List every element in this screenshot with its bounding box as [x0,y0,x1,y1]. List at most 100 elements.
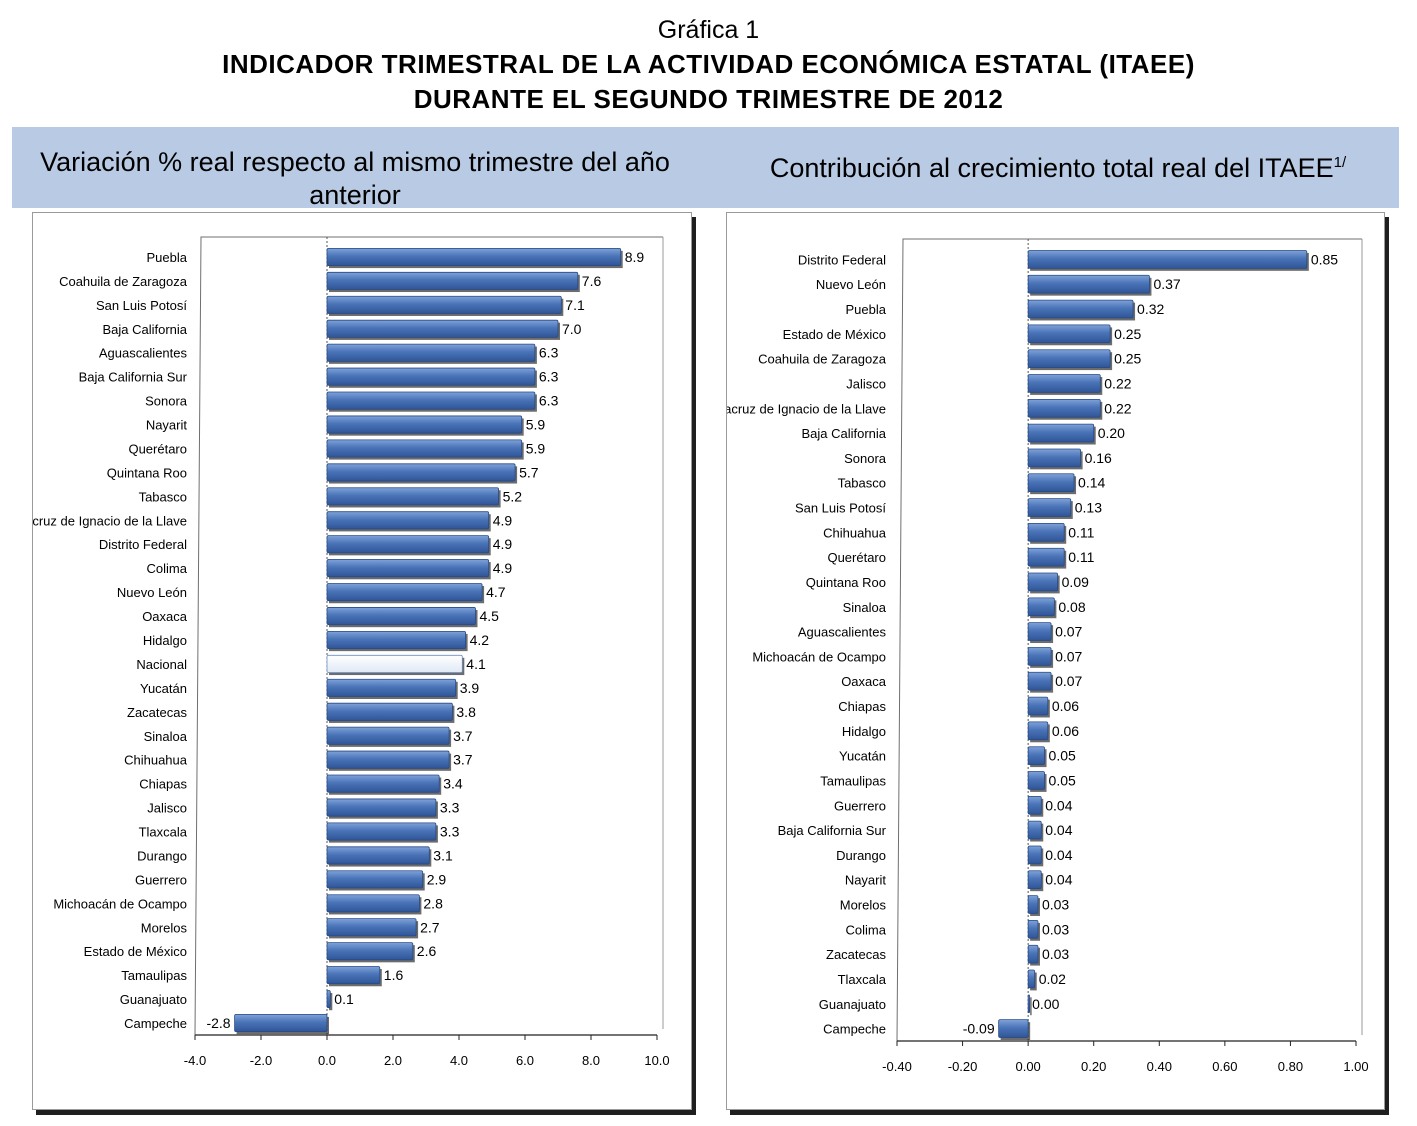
x-tick-label: -0.20 [948,1059,978,1074]
category-label: Hidalgo [143,633,187,648]
x-tick-label: 4.0 [450,1053,468,1068]
left-chart-panel: -4.0 -2.0 0.0 2.0 4.0 6.0 8.0 10.0 Puebla 8.9 Coah… [32,212,692,1110]
bar [1027,746,1045,765]
value-label: 0.03 [1042,946,1069,962]
bar [1027,870,1042,890]
category-label: Durango [836,848,886,863]
bar [326,942,414,961]
x-tick-label: 1.00 [1343,1059,1368,1074]
x-tick-label: 0.80 [1278,1059,1303,1074]
value-label: 0.00 [1032,996,1059,1012]
value-label: 3.3 [440,800,460,816]
x-tick-label: 8.0 [582,1053,600,1068]
x-tick-label: -2.0 [250,1053,272,1068]
category-label: Chihuahua [823,525,887,540]
value-label: 2.7 [420,919,440,935]
right-chart-header: Contribución al crecimiento total real d… [728,146,1388,185]
category-label: Nuevo León [816,277,886,292]
value-label: 0.25 [1114,351,1141,367]
value-label: 0.25 [1114,326,1141,342]
value-label: 3.4 [443,776,463,792]
bar [1027,721,1049,741]
category-label: Yucatán [140,681,187,696]
value-label: 0.1 [334,991,354,1007]
bar [326,990,331,1009]
category-label: Tamaulipas [820,773,886,788]
value-label: 0.11 [1068,549,1094,565]
bar [326,487,500,506]
bar [326,966,381,985]
value-label: 0.03 [1042,921,1069,937]
bar [326,870,424,889]
value-label: 0.85 [1311,251,1338,267]
bar-shadow [1030,997,1032,1016]
category-label: Chiapas [139,777,187,792]
category-label: Guerrero [834,798,886,813]
category-label: Durango [137,848,187,863]
category-label: Zacatecas [826,947,886,962]
value-label: 0.20 [1098,425,1125,441]
bar [326,319,559,338]
bar [326,702,453,721]
bar [1027,994,1031,1014]
value-label: 6.3 [539,393,559,409]
bar [326,607,476,626]
right-chart-header-text: Contribución al crecimiento total real d… [769,153,1334,183]
bar [326,918,417,937]
value-label: 4.2 [470,632,490,648]
x-tick-label: -4.0 [184,1053,206,1068]
bar [998,1019,1029,1038]
bar [1027,547,1065,567]
category-label: Distrito Federal [99,537,187,552]
bar [1027,920,1039,939]
bar [1027,349,1111,368]
value-label: 3.9 [460,680,480,696]
bar [1027,771,1045,790]
bar [326,894,420,913]
value-label: 3.1 [433,847,453,863]
bar [1027,696,1049,716]
value-label: 0.03 [1042,897,1069,913]
category-label: Guanajuato [819,997,886,1012]
bar [1027,597,1055,617]
bar [1027,895,1039,914]
value-label: 0.16 [1085,450,1112,466]
x-tick-label: -0.40 [882,1059,912,1074]
value-label: 0.09 [1062,574,1089,590]
plot-wall [194,236,663,1036]
figure-title-line1: INDICADOR TRIMESTRAL DE LA ACTIVIDAD ECO… [222,49,1195,79]
value-label: -2.8 [206,1015,230,1031]
bar [1027,523,1065,542]
category-label: Estado de México [84,944,187,959]
value-label: 7.1 [565,297,585,313]
bar [1027,398,1101,418]
value-label: 2.6 [417,943,437,959]
bar [326,439,523,458]
value-label: 0.14 [1078,475,1105,491]
category-label: Quintana Roo [806,575,886,590]
value-label: 4.7 [486,584,506,600]
category-label: Coahuila de Zaragoza [758,352,887,367]
figure-label: Gráfica 1 [657,16,760,44]
category-label: Sinaloa [843,600,887,615]
bar [326,367,536,386]
bar [1027,423,1095,443]
category-label: Nayarit [146,418,188,433]
category-label: Campeche [823,1022,886,1037]
bar [326,678,457,697]
right-chart-header-note: 1/ [1333,154,1347,171]
value-label: 5.7 [519,464,539,480]
category-label: Zacatecas [127,705,187,720]
bar [1027,647,1052,666]
category-label: Oaxaca [142,609,188,624]
bar [1027,944,1039,964]
header-band [12,127,1399,208]
category-label: Sonora [145,394,188,409]
value-label: 0.32 [1137,301,1164,317]
x-tick-label: 6.0 [516,1053,534,1068]
value-label: 2.9 [427,871,447,887]
category-label: Puebla [846,302,887,317]
bar [326,391,536,410]
value-label: 0.05 [1049,748,1076,764]
bar [326,583,483,602]
